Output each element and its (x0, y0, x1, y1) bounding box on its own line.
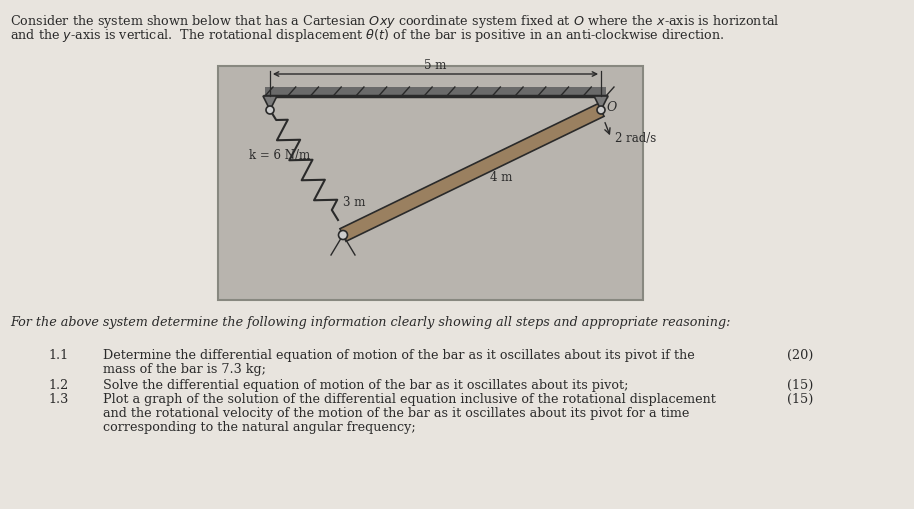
Text: For the above system determine the following information clearly showing all ste: For the above system determine the follo… (10, 316, 730, 329)
Circle shape (597, 106, 605, 114)
Text: and the $y$-axis is vertical.  The rotational displacement $\theta(t)$ of the ba: and the $y$-axis is vertical. The rotati… (10, 27, 725, 44)
Circle shape (266, 106, 274, 114)
Bar (265, 87, 606, 96)
Bar (218, 66, 643, 300)
Text: Plot a graph of the solution of the differential equation inclusive of the rotat: Plot a graph of the solution of the diff… (103, 393, 716, 406)
Text: 5 m: 5 m (424, 59, 447, 72)
Polygon shape (340, 104, 604, 241)
Text: 2 rad/s: 2 rad/s (615, 132, 656, 145)
Text: 1.3: 1.3 (48, 393, 69, 406)
Text: Consider the system shown below that has a Cartesian $Oxy$ coordinate system fix: Consider the system shown below that has… (10, 13, 780, 30)
Polygon shape (594, 96, 608, 110)
Text: (20): (20) (787, 349, 813, 362)
Text: 1.1: 1.1 (48, 349, 69, 362)
Text: (15): (15) (787, 393, 813, 406)
Text: corresponding to the natural angular frequency;: corresponding to the natural angular fre… (103, 421, 416, 434)
Polygon shape (263, 96, 277, 110)
Text: O: O (607, 100, 617, 114)
Text: k = 6 N/m: k = 6 N/m (249, 149, 310, 161)
Text: mass of the bar is 7.3 kg;: mass of the bar is 7.3 kg; (103, 363, 266, 376)
Text: 4 m: 4 m (490, 171, 513, 184)
Text: Determine the differential equation of motion of the bar as it oscillates about : Determine the differential equation of m… (103, 349, 695, 362)
Text: and the rotational velocity of the motion of the bar as it oscillates about its : and the rotational velocity of the motio… (103, 407, 689, 420)
Text: 3 m: 3 m (343, 195, 366, 209)
Text: Solve the differential equation of motion of the bar as it oscillates about its : Solve the differential equation of motio… (103, 379, 629, 392)
Circle shape (338, 231, 347, 240)
Text: (15): (15) (787, 379, 813, 392)
Text: 1.2: 1.2 (48, 379, 69, 392)
